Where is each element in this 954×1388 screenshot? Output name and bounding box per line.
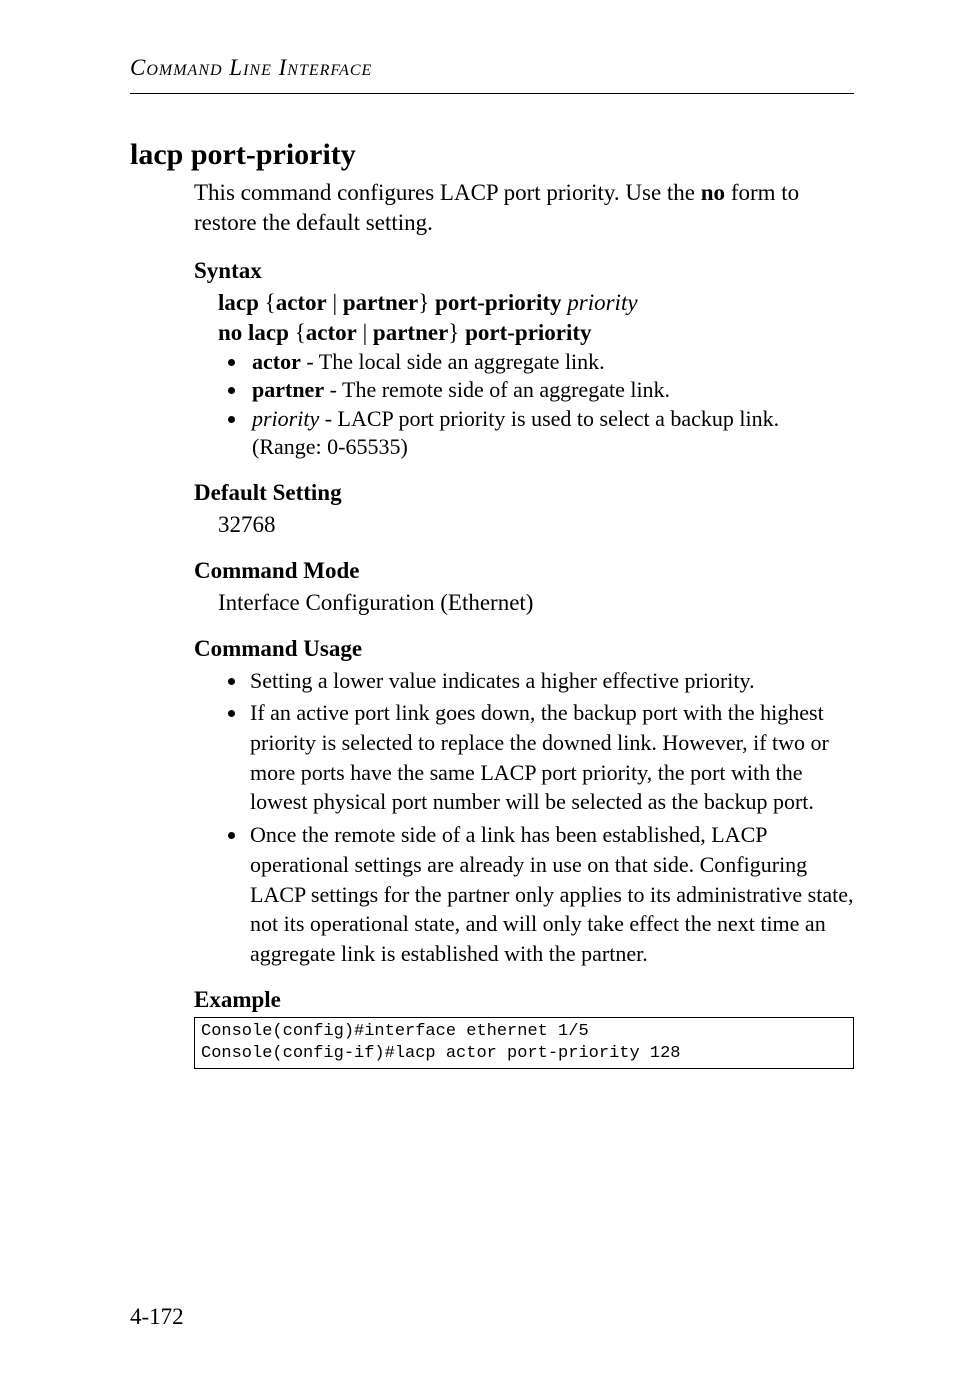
usage-bullet-2: If an active port link goes down, the ba… (248, 698, 854, 817)
opt-partner: partner (252, 377, 324, 402)
opt-actor-desc: - The local side an aggregate link. (301, 349, 605, 374)
opt-partner-desc: - The remote side of an aggregate link. (324, 377, 670, 402)
kw-port-priority: port-priority (435, 290, 561, 315)
syntax-bullet-priority: priority - LACP port priority is used to… (248, 405, 854, 462)
pipe-2: | (357, 320, 373, 345)
kw-actor-2: actor (306, 320, 357, 345)
kw-port-priority-2: port-priority (465, 320, 591, 345)
example-code: Console(config)#interface ethernet 1/5 C… (194, 1017, 854, 1069)
syntax-heading: Syntax (194, 258, 854, 284)
intro-paragraph: This command configures LACP port priori… (194, 178, 854, 238)
running-header: Command Line Interface (130, 55, 854, 94)
intro-keyword-no: no (701, 180, 725, 205)
intro-text-1: This command configures LACP port priori… (194, 180, 701, 205)
kw-partner: partner (343, 290, 418, 315)
usage-bullet-3: Once the remote side of a link has been … (248, 820, 854, 968)
usage-bullet-1: Setting a lower value indicates a higher… (248, 666, 854, 696)
default-heading: Default Setting (194, 480, 854, 506)
pipe-1: | (327, 290, 343, 315)
arg-priority: priority (567, 290, 637, 315)
mode-heading: Command Mode (194, 558, 854, 584)
brace-close-2: } (448, 320, 465, 345)
usage-bullet-list: Setting a lower value indicates a higher… (194, 666, 854, 969)
page-number: 4-172 (130, 1304, 184, 1330)
opt-priority: priority (252, 406, 319, 431)
brace-open-2: { (295, 320, 306, 345)
syntax-line-2: no lacp {actor | partner} port-priority (218, 318, 854, 348)
mode-value: Interface Configuration (Ethernet) (218, 588, 854, 618)
usage-heading: Command Usage (194, 636, 854, 662)
syntax-bullet-actor: actor - The local side an aggregate link… (248, 348, 854, 377)
brace-close: } (418, 290, 435, 315)
syntax-line-1: lacp {actor | partner} port-priority pri… (218, 288, 854, 318)
syntax-bullet-list: actor - The local side an aggregate link… (218, 348, 854, 462)
syntax-block: lacp {actor | partner} port-priority pri… (218, 288, 854, 462)
default-value: 32768 (218, 510, 854, 540)
command-title: lacp port-priority (130, 138, 854, 172)
kw-lacp: lacp (218, 290, 265, 315)
kw-partner-2: partner (373, 320, 448, 345)
kw-actor: actor (276, 290, 327, 315)
brace-open: { (265, 290, 276, 315)
opt-actor: actor (252, 349, 301, 374)
kw-no-lacp: no lacp (218, 320, 295, 345)
opt-priority-desc: - LACP port priority is used to select a… (252, 406, 779, 460)
syntax-bullet-partner: partner - The remote side of an aggregat… (248, 376, 854, 405)
example-heading: Example (194, 987, 854, 1013)
